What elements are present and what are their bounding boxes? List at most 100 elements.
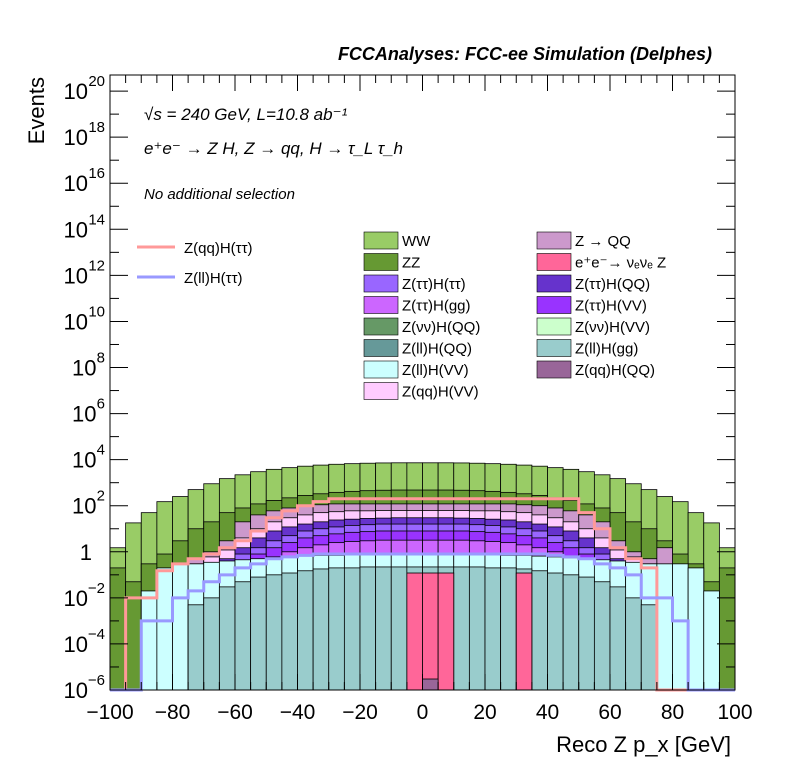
y-tick-base: 10	[72, 356, 96, 381]
y-tick-label: −410	[64, 626, 105, 657]
y-tick-base: 10	[72, 402, 96, 427]
legend-swatch	[536, 339, 572, 357]
y-tick-exponent: 14	[88, 211, 105, 228]
y-tick-base: 10	[64, 263, 88, 288]
legend-swatch	[363, 339, 399, 357]
bar	[250, 576, 267, 691]
y-tick-exponent: 10	[88, 303, 105, 320]
y-tick-label: 810	[72, 350, 105, 381]
y-tick-exponent: 18	[88, 119, 105, 136]
bar	[156, 567, 173, 691]
legend-swatch	[536, 317, 572, 336]
y-tick-base: 10	[64, 125, 88, 150]
bar	[718, 567, 736, 691]
bar	[672, 563, 689, 691]
y-tick-base: 10	[64, 309, 88, 334]
bar	[515, 572, 533, 691]
legend-swatch	[536, 360, 572, 379]
bar	[547, 572, 564, 691]
selection-annotation: No additional selection	[144, 186, 295, 203]
bar	[187, 604, 205, 691]
y-tick-exponent: 6	[97, 396, 105, 413]
y-tick-exponent: 4	[97, 442, 105, 459]
legend-swatch	[536, 231, 572, 250]
bar	[172, 563, 189, 691]
chart-title: FCCAnalyses: FCC-ee Simulation (Delphes)	[338, 44, 712, 64]
bar	[703, 590, 720, 691]
y-tick-exponent: −6	[88, 672, 105, 689]
y-tick-label: 410	[72, 442, 105, 473]
legend-swatch	[536, 274, 572, 293]
bar	[500, 567, 517, 691]
x-tick-label: −40	[280, 701, 316, 724]
legend-label: Z(ll)H(VV)	[402, 362, 469, 379]
y-tick-exponent: 2	[97, 488, 105, 505]
bar	[375, 566, 392, 691]
bar	[468, 566, 486, 691]
energy-lumi-annotation: √s = 240 GeV, L=10.8 ab⁻¹	[144, 105, 348, 124]
y-tick-exponent: −2	[88, 580, 105, 597]
x-tick-label: 20	[473, 701, 496, 724]
x-tick-label: 100	[717, 701, 752, 724]
x-tick-label: −80	[155, 701, 191, 724]
y-tick-exponent: −4	[88, 626, 105, 643]
bar	[422, 678, 439, 691]
legend-label: Z(qq)H(QQ)	[575, 362, 655, 379]
x-tick-label: −100	[86, 701, 133, 724]
y-tick-base: 10	[64, 171, 88, 196]
legend-label: Z(νν)H(VV)	[575, 319, 650, 336]
y-tick-base: 10	[64, 79, 88, 104]
bar	[422, 572, 439, 691]
y-tick-label: −610	[64, 672, 105, 703]
legend-label: Z(ττ)H(gg)	[402, 298, 471, 315]
bar	[203, 597, 220, 691]
y-tick-label: 210	[72, 488, 105, 519]
legend-label: Z(ll)H(gg)	[575, 341, 638, 358]
legend-label: ZZ	[402, 255, 420, 272]
legend-label: Z(ll)H(QQ)	[402, 341, 472, 358]
bar	[218, 586, 236, 691]
bar	[656, 563, 673, 691]
legend-label: Z(qq)H(VV)	[402, 384, 479, 401]
bar	[687, 567, 705, 691]
bar	[109, 567, 127, 691]
y-tick-exponent: 8	[97, 350, 105, 367]
legend-line-label: Z(qq)H(ττ)	[184, 240, 253, 257]
legend-swatch	[363, 253, 399, 271]
y-tick-label: 1	[80, 540, 92, 565]
legend-label: WW	[402, 233, 431, 250]
bar	[593, 581, 611, 691]
bar	[281, 572, 298, 691]
bar	[265, 574, 283, 691]
x-tick-label: 40	[536, 701, 559, 724]
bar	[343, 567, 361, 691]
legend-label: Z(ττ)H(ττ)	[402, 276, 466, 293]
legend-swatch	[363, 317, 399, 336]
bar	[484, 567, 502, 691]
bar	[562, 574, 580, 691]
y-axis: −610−410−2101210410610810101012101410161…	[64, 73, 735, 703]
y-axis-label: Events	[24, 77, 49, 144]
line-series-0	[110, 497, 735, 692]
x-tick-label: −20	[342, 701, 378, 724]
legend-label: Z → QQ	[575, 233, 631, 250]
y-tick-base: 10	[64, 586, 88, 611]
x-tick-label: 60	[598, 701, 621, 724]
bar	[625, 597, 642, 691]
legend-label: Z(ττ)H(QQ)	[575, 276, 650, 293]
legend-swatch	[536, 253, 572, 271]
bar	[312, 568, 330, 691]
bar	[437, 572, 455, 691]
bar	[359, 566, 377, 691]
legend-swatch	[363, 231, 399, 250]
bar	[328, 567, 345, 691]
bar	[406, 572, 423, 691]
y-tick-exponent: 20	[88, 73, 105, 90]
legend: Z(qq)H(ττ) Z(ll)H(ττ) WW ZZ Z(ττ)H(ττ) Z(ττ)H…	[137, 231, 666, 401]
bar	[390, 566, 408, 691]
